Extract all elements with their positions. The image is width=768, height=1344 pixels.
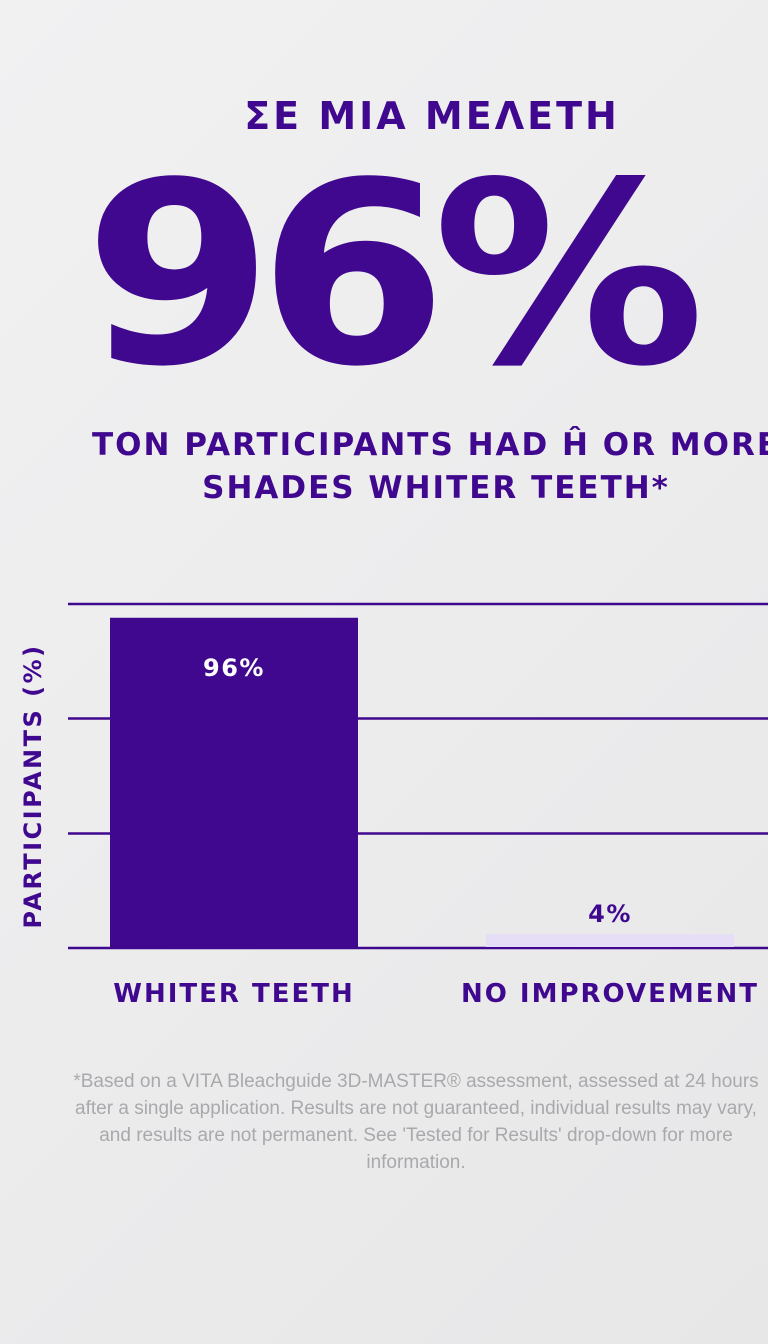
category-label: WHITER TEETH (113, 979, 354, 1009)
bar-no-improvement (486, 934, 734, 947)
bar-whiter-teeth (110, 617, 358, 947)
subtitle-line-1: TON PARTICIPANTS HAD Ĥ OR MORE (91, 427, 768, 463)
subtitle-line-2: SHADES WHITER TEETH* (202, 470, 670, 506)
category-label: NO IMPROVEMENT (461, 979, 759, 1009)
data-label: 4% (588, 900, 632, 928)
data-label: 96% (203, 654, 265, 682)
eyebrow-heading: ΣΕ ΜΙΑ ΜΕΛΕΤΗ (244, 94, 620, 138)
y-axis-label: PARTICIPANTS (%) (19, 643, 47, 928)
subtitle: TON PARTICIPANTS HAD Ĥ OR MORE SHADES WH… (66, 424, 768, 510)
headline-stat: 96% (84, 129, 705, 422)
bar-chart: 96% WHITER TEETH 4% NO IMPROVEMENT PARTICIPA… (19, 602, 768, 1009)
footnote: *Based on a VITA Bleachguide 3D-MASTER® … (73, 1071, 759, 1173)
